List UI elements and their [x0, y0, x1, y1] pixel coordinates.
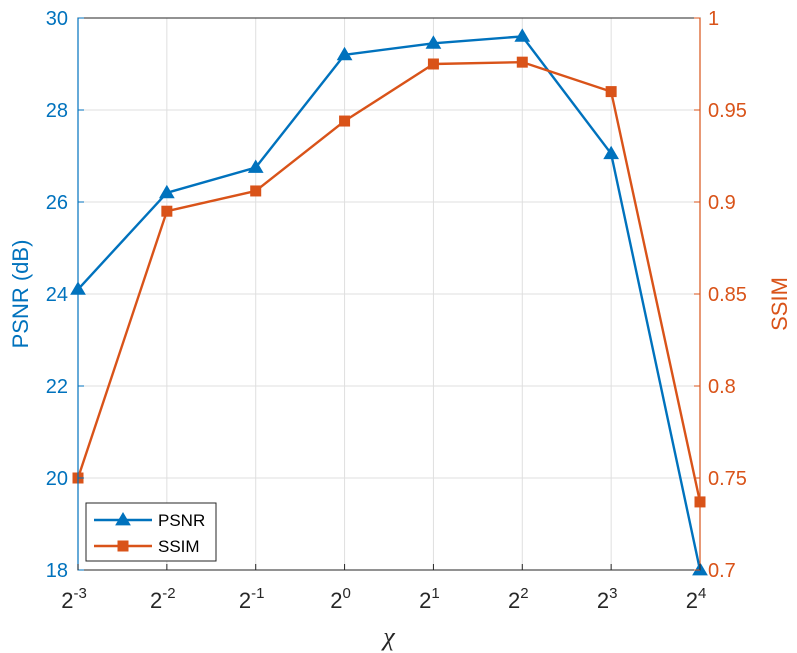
data-point-ssim — [605, 86, 617, 98]
grid-lines — [78, 18, 700, 570]
y-left-tick-label: 28 — [46, 100, 68, 122]
data-point-ssim — [250, 185, 262, 197]
series-line-psnr — [77, 35, 702, 571]
y-right-tick-label: 0.75 — [708, 468, 747, 490]
data-point-psnr — [158, 184, 175, 199]
y-left-tick-label: 18 — [46, 560, 68, 582]
data-point-psnr — [603, 145, 620, 160]
y-left-tick-label: 26 — [46, 192, 68, 214]
x-tick-label: 2-3 — [61, 585, 87, 613]
legend-marker-psnr — [115, 512, 131, 526]
y-left-tick-label: 30 — [46, 8, 68, 30]
y-left-tick-label: 24 — [46, 284, 68, 306]
data-point-ssim — [161, 205, 173, 217]
y-right-tick-label: 1 — [708, 8, 719, 30]
y-right-tick-label: 0.7 — [708, 560, 736, 582]
y-right-tick-label: 0.85 — [708, 284, 747, 306]
data-point-ssim — [427, 58, 439, 70]
legend-marker-ssim — [117, 540, 129, 552]
y-right-tick-label: 0.8 — [708, 376, 736, 398]
x-tick-label: 2-2 — [150, 585, 176, 613]
x-axis-label: χ — [380, 622, 395, 651]
legend-label-psnr: PSNR — [158, 511, 205, 530]
data-point-ssim — [339, 115, 351, 127]
x-tick-label: 22 — [508, 585, 529, 613]
data-point-psnr — [514, 28, 531, 42]
y-left-tick-label: 20 — [46, 468, 68, 490]
y-left-tick-label: 22 — [46, 376, 68, 398]
x-tick-label: 2-1 — [239, 585, 265, 613]
tick-layer: 18 20 22 24 26 28 30 0.7 0.75 0.8 0.85 0.9 0.95 1 2-3 2… — [46, 8, 747, 613]
y-right-tick-label: 0.95 — [708, 100, 747, 122]
series-layer — [70, 28, 708, 576]
data-point-ssim — [516, 56, 528, 68]
series-psnr — [70, 28, 708, 576]
legend-box — [85, 502, 217, 562]
x-tick-label: 21 — [419, 585, 440, 613]
series-line-ssim — [76, 60, 702, 503]
x-tick-label: 24 — [686, 585, 707, 613]
legend: PSNR SSIM — [85, 502, 217, 562]
legend-label-ssim: SSIM — [158, 537, 200, 556]
data-point-psnr — [336, 46, 353, 61]
y-axis-right-label: SSIM — [767, 277, 792, 331]
y-right-tick-label: 0.9 — [708, 192, 736, 214]
data-point-psnr — [247, 159, 264, 173]
x-tick-label: 20 — [330, 585, 351, 613]
data-point-psnr — [425, 35, 442, 49]
y-axis-left-label: PSNR (dB) — [8, 240, 33, 349]
x-tick-label: 23 — [597, 585, 618, 613]
